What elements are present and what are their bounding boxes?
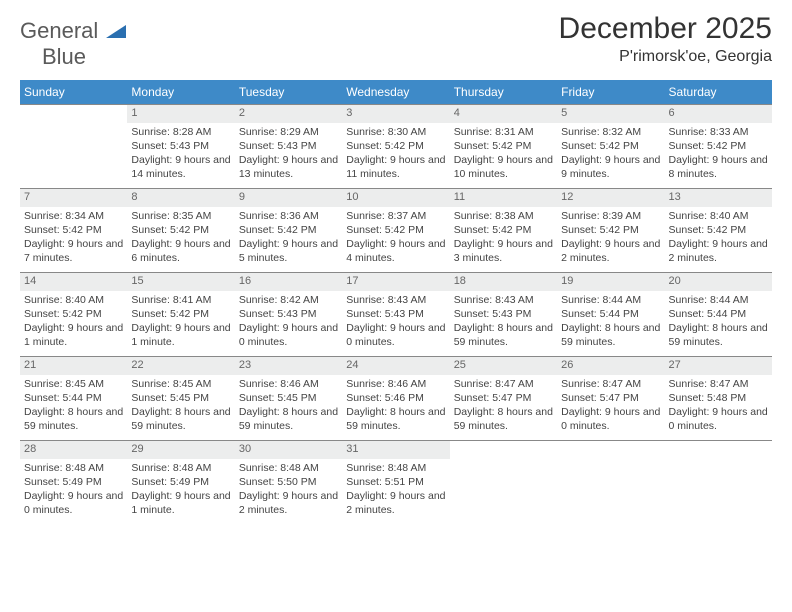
day-number-cell: 8 [127,189,234,207]
day-number-cell: 22 [127,357,234,375]
day-number-row: 123456 [20,105,772,123]
day-number-cell: 3 [342,105,449,123]
day-info-cell: Sunrise: 8:48 AMSunset: 5:49 PMDaylight:… [20,459,127,525]
day-info-cell: Sunrise: 8:44 AMSunset: 5:44 PMDaylight:… [557,291,664,357]
day-info-cell: Sunrise: 8:40 AMSunset: 5:42 PMDaylight:… [665,207,772,273]
day-info-cell: Sunrise: 8:48 AMSunset: 5:51 PMDaylight:… [342,459,449,525]
day-number-cell: 15 [127,273,234,291]
day-info-cell: Sunrise: 8:34 AMSunset: 5:42 PMDaylight:… [20,207,127,273]
calendar-body: 123456Sunrise: 8:28 AMSunset: 5:43 PMDay… [20,105,772,525]
brand-name-2: Blue [42,44,86,69]
day-info-cell: Sunrise: 8:37 AMSunset: 5:42 PMDaylight:… [342,207,449,273]
day-number-cell: 11 [450,189,557,207]
day-number-cell: 26 [557,357,664,375]
day-info-cell: Sunrise: 8:33 AMSunset: 5:42 PMDaylight:… [665,123,772,189]
day-number-cell: 31 [342,441,449,459]
day-number-cell: 14 [20,273,127,291]
day-number-row: 78910111213 [20,189,772,207]
day-number-cell [665,441,772,459]
day-number-cell: 9 [235,189,342,207]
day-number-cell [20,105,127,123]
day-info-cell: Sunrise: 8:28 AMSunset: 5:43 PMDaylight:… [127,123,234,189]
day-number-cell: 10 [342,189,449,207]
day-info-cell: Sunrise: 8:48 AMSunset: 5:49 PMDaylight:… [127,459,234,525]
day-number-cell: 29 [127,441,234,459]
day-number-cell: 21 [20,357,127,375]
day-info-row: Sunrise: 8:34 AMSunset: 5:42 PMDaylight:… [20,207,772,273]
day-info-cell [450,459,557,525]
page-header: General Blue December 2025 P'rimorsk'oe,… [20,12,772,70]
day-number-cell: 28 [20,441,127,459]
weekday-header: Saturday [665,80,772,105]
day-info-row: Sunrise: 8:40 AMSunset: 5:42 PMDaylight:… [20,291,772,357]
day-number-cell: 20 [665,273,772,291]
day-info-cell: Sunrise: 8:43 AMSunset: 5:43 PMDaylight:… [342,291,449,357]
day-number-row: 28293031 [20,441,772,459]
day-number-cell: 27 [665,357,772,375]
location-text: P'rimorsk'oe, Georgia [559,48,772,66]
day-info-cell: Sunrise: 8:44 AMSunset: 5:44 PMDaylight:… [665,291,772,357]
weekday-header: Monday [127,80,234,105]
day-info-cell: Sunrise: 8:38 AMSunset: 5:42 PMDaylight:… [450,207,557,273]
day-number-row: 14151617181920 [20,273,772,291]
weekday-header-row: Sunday Monday Tuesday Wednesday Thursday… [20,80,772,105]
day-info-cell: Sunrise: 8:35 AMSunset: 5:42 PMDaylight:… [127,207,234,273]
weekday-header: Tuesday [235,80,342,105]
month-title: December 2025 [559,12,772,46]
day-number-row: 21222324252627 [20,357,772,375]
day-number-cell: 23 [235,357,342,375]
day-info-cell: Sunrise: 8:41 AMSunset: 5:42 PMDaylight:… [127,291,234,357]
weekday-header: Friday [557,80,664,105]
day-info-row: Sunrise: 8:48 AMSunset: 5:49 PMDaylight:… [20,459,772,525]
day-number-cell: 17 [342,273,449,291]
day-info-cell [665,459,772,525]
day-number-cell: 25 [450,357,557,375]
day-info-cell: Sunrise: 8:30 AMSunset: 5:42 PMDaylight:… [342,123,449,189]
day-info-cell: Sunrise: 8:40 AMSunset: 5:42 PMDaylight:… [20,291,127,357]
day-info-cell: Sunrise: 8:32 AMSunset: 5:42 PMDaylight:… [557,123,664,189]
day-number-cell: 24 [342,357,449,375]
brand-name: General Blue [20,18,126,70]
day-info-row: Sunrise: 8:45 AMSunset: 5:44 PMDaylight:… [20,375,772,441]
brand-name-1: General [20,18,98,43]
brand-logo: General Blue [20,12,126,70]
day-info-cell: Sunrise: 8:36 AMSunset: 5:42 PMDaylight:… [235,207,342,273]
day-info-cell: Sunrise: 8:39 AMSunset: 5:42 PMDaylight:… [557,207,664,273]
day-info-cell: Sunrise: 8:45 AMSunset: 5:45 PMDaylight:… [127,375,234,441]
weekday-header: Sunday [20,80,127,105]
day-info-cell: Sunrise: 8:46 AMSunset: 5:45 PMDaylight:… [235,375,342,441]
day-info-cell: Sunrise: 8:47 AMSunset: 5:47 PMDaylight:… [450,375,557,441]
day-info-cell: Sunrise: 8:46 AMSunset: 5:46 PMDaylight:… [342,375,449,441]
day-info-cell: Sunrise: 8:42 AMSunset: 5:43 PMDaylight:… [235,291,342,357]
day-info-cell [557,459,664,525]
day-number-cell: 5 [557,105,664,123]
day-number-cell: 18 [450,273,557,291]
day-number-cell: 1 [127,105,234,123]
day-number-cell: 2 [235,105,342,123]
day-number-cell [450,441,557,459]
day-number-cell: 12 [557,189,664,207]
calendar-table: Sunday Monday Tuesday Wednesday Thursday… [20,80,772,525]
day-info-row: Sunrise: 8:28 AMSunset: 5:43 PMDaylight:… [20,123,772,189]
day-number-cell: 7 [20,189,127,207]
day-info-cell: Sunrise: 8:48 AMSunset: 5:50 PMDaylight:… [235,459,342,525]
brand-triangle-icon [106,18,126,44]
day-number-cell: 6 [665,105,772,123]
weekday-header: Thursday [450,80,557,105]
day-number-cell: 30 [235,441,342,459]
day-info-cell: Sunrise: 8:43 AMSunset: 5:43 PMDaylight:… [450,291,557,357]
weekday-header: Wednesday [342,80,449,105]
day-info-cell: Sunrise: 8:47 AMSunset: 5:48 PMDaylight:… [665,375,772,441]
day-number-cell: 19 [557,273,664,291]
day-info-cell: Sunrise: 8:47 AMSunset: 5:47 PMDaylight:… [557,375,664,441]
day-number-cell: 4 [450,105,557,123]
day-number-cell: 13 [665,189,772,207]
day-number-cell [557,441,664,459]
day-info-cell: Sunrise: 8:29 AMSunset: 5:43 PMDaylight:… [235,123,342,189]
day-number-cell: 16 [235,273,342,291]
title-block: December 2025 P'rimorsk'oe, Georgia [559,12,772,66]
day-info-cell: Sunrise: 8:45 AMSunset: 5:44 PMDaylight:… [20,375,127,441]
day-info-cell: Sunrise: 8:31 AMSunset: 5:42 PMDaylight:… [450,123,557,189]
day-info-cell [20,123,127,189]
